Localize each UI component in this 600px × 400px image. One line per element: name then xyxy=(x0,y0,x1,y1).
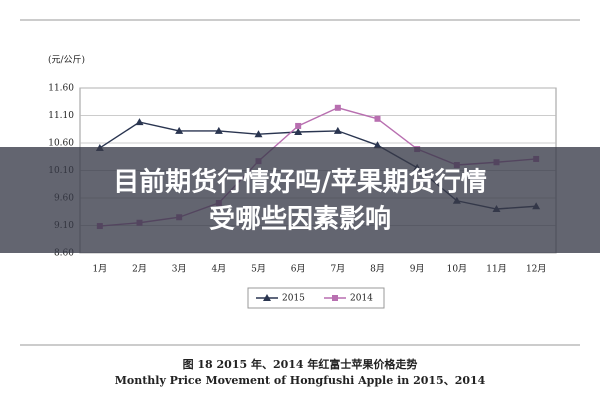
marker xyxy=(135,118,144,126)
y-tick-label: 11.10 xyxy=(48,111,74,121)
x-tick-label: 8月 xyxy=(370,264,385,275)
x-tick-label: 9月 xyxy=(410,264,425,275)
x-tick-label: 1月 xyxy=(92,264,107,275)
marker xyxy=(373,141,382,149)
marker xyxy=(333,126,342,134)
x-tick-label: 6月 xyxy=(291,264,306,275)
y-tick-label: 11.60 xyxy=(48,84,74,94)
banner-line: 目前期货行情好吗/苹果期货行情 xyxy=(113,167,487,198)
y-axis-label: (元/公斤) xyxy=(48,55,85,66)
marker xyxy=(214,126,223,134)
x-tick-label: 11月 xyxy=(486,264,506,275)
marker xyxy=(295,122,302,129)
banner xyxy=(0,147,600,253)
x-tick-label: 10月 xyxy=(447,264,467,275)
legend xyxy=(247,287,385,309)
y-tick-label: 10.60 xyxy=(48,139,74,149)
x-tick-label: 2月 xyxy=(132,264,147,275)
marker xyxy=(334,104,341,111)
x-tick-label: 4月 xyxy=(211,264,226,275)
marker xyxy=(332,295,338,301)
marker xyxy=(374,115,381,122)
x-tick-label: 3月 xyxy=(172,264,187,275)
marker xyxy=(175,126,184,134)
marker xyxy=(254,130,263,138)
x-tick-label: 7月 xyxy=(330,264,345,275)
legend-label: 2015 xyxy=(282,294,305,304)
banner-line: 受哪些因素影响 xyxy=(209,204,391,235)
x-tick-label: 5月 xyxy=(251,264,266,275)
legend-label: 2014 xyxy=(350,294,373,304)
caption: 图 18 2015 年、2014 年红富士苹果价格走势 xyxy=(183,357,418,371)
x-tick-label: 12月 xyxy=(526,264,546,275)
marker xyxy=(263,294,271,301)
y-tick-label: 8.60 xyxy=(54,249,74,259)
marker xyxy=(294,128,303,135)
caption-en: Monthly Price Movement of Hongfushi Appl… xyxy=(115,374,486,387)
